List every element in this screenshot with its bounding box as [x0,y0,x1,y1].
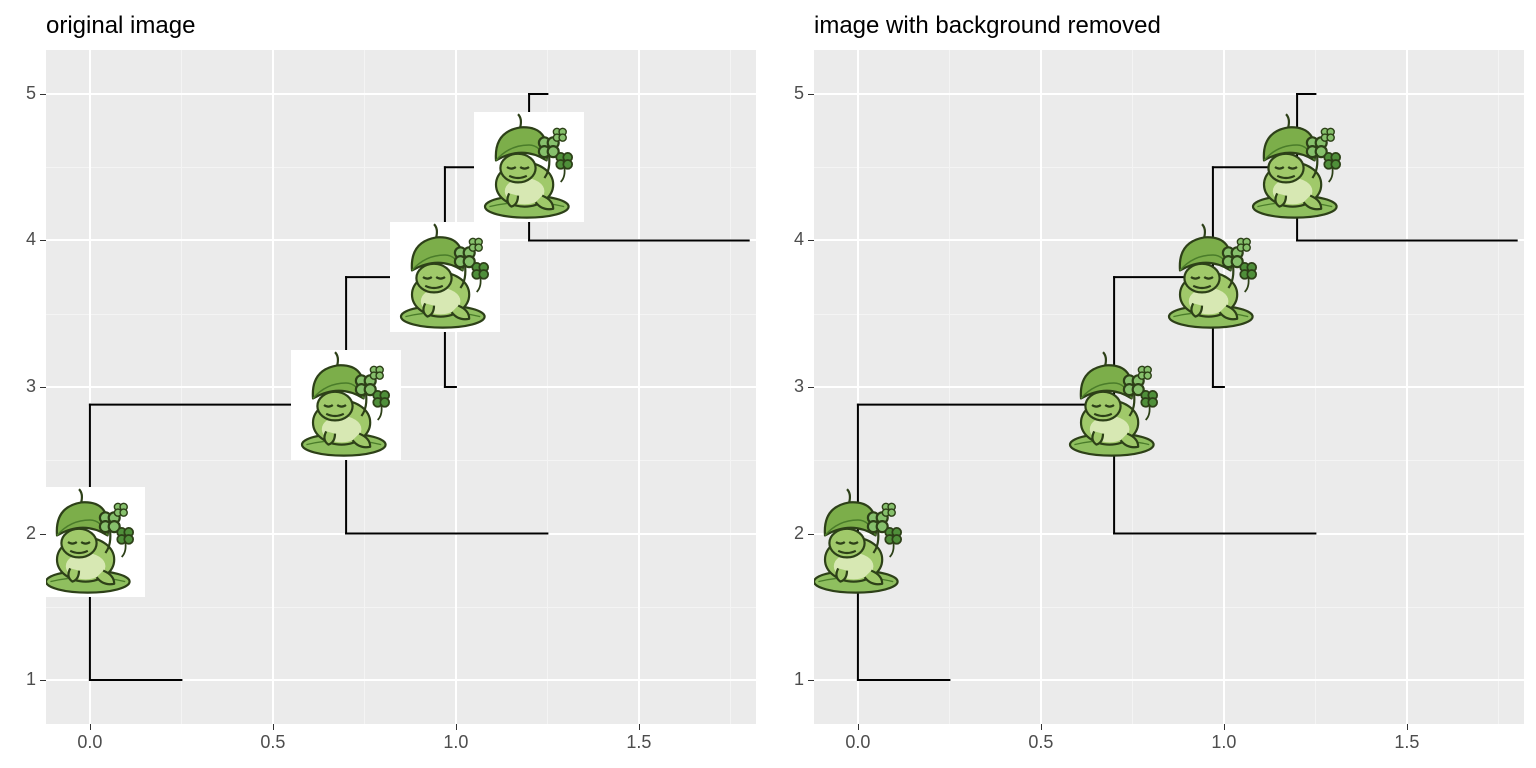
frog-with-clover-icon [291,350,401,460]
frog-with-clover-icon [46,487,145,597]
x-axis: 0.0 0.5 1.0 1.5 [46,724,756,756]
plot-area [814,50,1524,724]
x-tick-label: 1.0 [1211,732,1236,753]
node-sprite [474,112,584,222]
x-tick-label: 1.0 [443,732,468,753]
y-tick-label: 1 [26,669,36,712]
x-tick-label: 0.5 [260,732,285,753]
plot-area [46,50,756,724]
panel-left: original image 1 2 3 4 5 [0,0,768,768]
y-axis: 1 2 3 4 5 [12,50,46,756]
x-tick-label: 0.5 [1028,732,1053,753]
panel-title: original image [46,12,756,42]
node-sprite [291,350,401,460]
y-tick-label: 5 [26,83,36,126]
node-sprite [390,222,500,332]
y-tick-label: 3 [794,376,804,419]
x-tick-label: 0.0 [77,732,102,753]
x-tick-label: 1.5 [626,732,651,753]
frog-with-clover-icon [474,112,584,222]
frog-with-clover-icon [1059,350,1169,460]
node-sprite [46,487,145,597]
y-tick-label: 4 [794,229,804,272]
y-axis: 1 2 3 4 5 [780,50,814,756]
x-tick-label: 1.5 [1394,732,1419,753]
panel-title: image with background removed [814,12,1524,42]
x-axis: 0.0 0.5 1.0 1.5 [814,724,1524,756]
node-sprite [814,487,913,597]
x-tick-label: 0.0 [845,732,870,753]
panel-right: image with background removed 1 2 3 4 5 [768,0,1536,768]
y-tick-label: 5 [794,83,804,126]
frog-with-clover-icon [814,487,913,597]
frog-with-clover-icon [1242,112,1352,222]
node-sprite [1059,350,1169,460]
node-sprite [1242,112,1352,222]
node-sprite [1158,222,1268,332]
y-tick-label: 1 [794,669,804,712]
y-tick-label: 2 [26,523,36,566]
y-tick-label: 2 [794,523,804,566]
y-tick-label: 3 [26,376,36,419]
frog-with-clover-icon [1158,222,1268,332]
y-tick-label: 4 [26,229,36,272]
frog-with-clover-icon [390,222,500,332]
